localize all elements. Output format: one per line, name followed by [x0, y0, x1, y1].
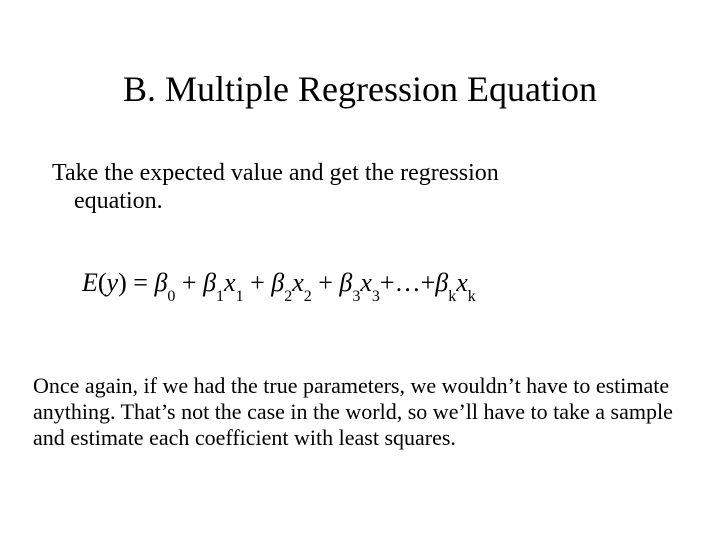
- intro-line-2: equation.: [52, 188, 652, 216]
- eq-equals: =: [127, 268, 155, 297]
- slide: B. Multiple Regression Equation Take the…: [0, 0, 720, 540]
- eq-beta-1: β: [203, 268, 216, 297]
- eq-beta-k: β: [435, 268, 448, 297]
- slide-title: B. Multiple Regression Equation: [0, 68, 720, 110]
- eq-sub-bk: k: [448, 288, 456, 305]
- intro-line-1: Take the expected value and get the regr…: [52, 160, 499, 186]
- eq-x-1: x: [224, 268, 236, 297]
- eq-plus-1: +: [175, 268, 203, 297]
- eq-sub-xk: k: [468, 288, 476, 305]
- eq-beta-2: β: [271, 268, 284, 297]
- eq-x-3: x: [360, 268, 372, 297]
- eq-sub-0: 0: [167, 288, 175, 305]
- eq-sub-x2: 2: [304, 288, 312, 305]
- eq-x-2: x: [292, 268, 304, 297]
- intro-paragraph: Take the expected value and get the regr…: [52, 160, 652, 215]
- eq-x-k: x: [456, 268, 468, 297]
- eq-beta-3: β: [339, 268, 352, 297]
- eq-sub-b1: 1: [216, 288, 224, 305]
- eq-sub-x1: 1: [236, 288, 244, 305]
- eq-beta-0: β: [154, 268, 167, 297]
- eq-ellipsis: +…+: [380, 268, 435, 297]
- eq-plus-2: +: [244, 268, 272, 297]
- eq-sub-x3: 3: [372, 288, 380, 305]
- eq-sub-b3: 3: [352, 288, 360, 305]
- regression-equation: E(y) = β0 + β1x1 + β2x2 + β3x3+…+βkxk: [82, 268, 476, 302]
- followup-paragraph: Once again, if we had the true parameter…: [33, 373, 678, 451]
- eq-sub-b2: 2: [284, 288, 292, 305]
- eq-plus-3: +: [312, 268, 340, 297]
- eq-arg-y: y: [107, 268, 119, 297]
- eq-lhs-E: E: [82, 268, 98, 297]
